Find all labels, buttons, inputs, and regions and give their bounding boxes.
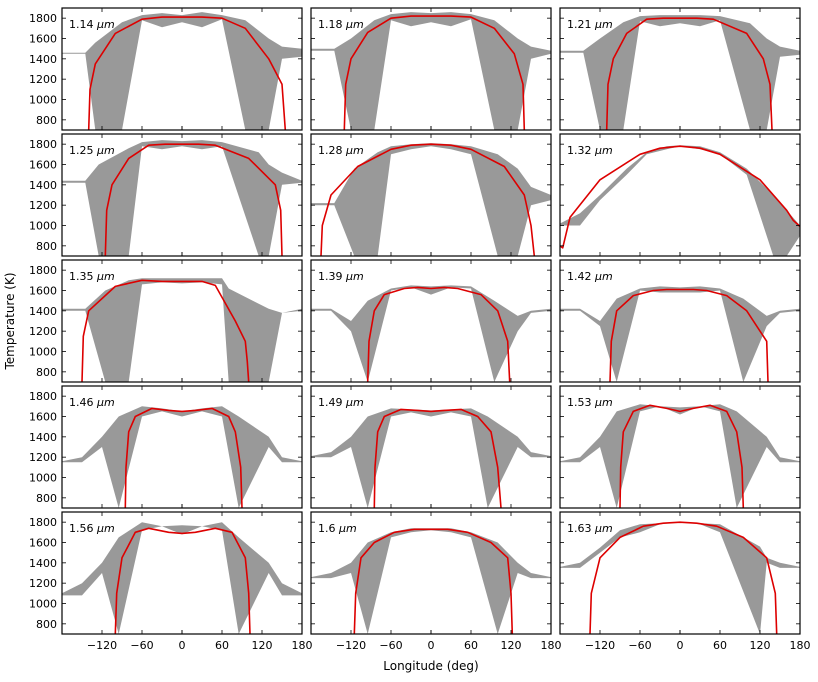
- xtick-label: 60: [215, 639, 229, 652]
- ytick-label: 1000: [29, 94, 57, 107]
- panel-label-12: 1.56 μm: [69, 522, 115, 535]
- ytick-label: 1600: [29, 159, 57, 172]
- model-line-14: [589, 521, 778, 634]
- band-area-0: [62, 12, 302, 130]
- ytick-label: 800: [36, 492, 57, 505]
- xtick-label: 180: [292, 639, 313, 652]
- ytick-label: 1200: [29, 577, 57, 590]
- panel-label-5: 1.32 μm: [567, 144, 613, 157]
- band-area-11: [560, 404, 800, 508]
- xtick-label: −60: [628, 639, 651, 652]
- ytick-label: 1000: [29, 598, 57, 611]
- ytick-label: 800: [36, 240, 57, 253]
- band-area-9: [62, 406, 302, 508]
- panel-label-6: 1.35 μm: [69, 270, 115, 283]
- band-area-10: [311, 408, 551, 508]
- model-line-1: [343, 15, 526, 130]
- ytick-label: 1400: [29, 53, 57, 66]
- x-axis-title: Longitude (deg): [383, 659, 478, 673]
- model-line-7: [366, 286, 511, 382]
- ytick-label: 800: [36, 366, 57, 379]
- band-area-5: [560, 145, 800, 256]
- ytick-label: 800: [36, 114, 57, 127]
- xtick-label: 0: [677, 639, 684, 652]
- band-area-4: [311, 143, 551, 256]
- model-line-0: [87, 16, 287, 130]
- ytick-label: 1600: [29, 285, 57, 298]
- panel-label-9: 1.46 μm: [69, 396, 115, 409]
- ytick-label: 1000: [29, 346, 57, 359]
- xtick-label: −120: [585, 639, 615, 652]
- ytick-label: 1800: [29, 138, 57, 151]
- model-line-9: [124, 407, 243, 508]
- model-line-5: [560, 145, 800, 249]
- band-area-1: [311, 12, 551, 130]
- band-area-14: [560, 522, 800, 634]
- ytick-label: 1400: [29, 557, 57, 570]
- ytick-label: 1000: [29, 220, 57, 233]
- panel-label-13: 1.6 μm: [318, 522, 357, 535]
- model-line-12: [114, 527, 251, 634]
- model-line-11: [619, 404, 745, 508]
- xtick-label: 0: [179, 639, 186, 652]
- ytick-label: 1800: [29, 12, 57, 25]
- panel-label-14: 1.63 μm: [567, 522, 613, 535]
- panel-label-1: 1.18 μm: [318, 18, 364, 31]
- xtick-label: 0: [428, 639, 435, 652]
- y-axis-title: Temperature (K): [3, 272, 17, 370]
- xtick-label: −60: [130, 639, 153, 652]
- xtick-label: 60: [713, 639, 727, 652]
- ytick-label: 1800: [29, 516, 57, 529]
- xtick-label: 120: [501, 639, 522, 652]
- ytick-label: 1000: [29, 472, 57, 485]
- band-area-7: [311, 285, 551, 382]
- model-line-8: [609, 288, 769, 382]
- ytick-label: 1800: [29, 264, 57, 277]
- ytick-label: 800: [36, 618, 57, 631]
- xtick-label: 180: [541, 639, 562, 652]
- panel-label-10: 1.49 μm: [318, 396, 364, 409]
- model-line-6: [81, 279, 250, 382]
- panel-label-8: 1.42 μm: [567, 270, 613, 283]
- model-line-2: [605, 17, 773, 130]
- xtick-label: −60: [379, 639, 402, 652]
- model-line-10: [373, 408, 502, 508]
- xtick-label: 60: [464, 639, 478, 652]
- band-area-13: [311, 528, 551, 634]
- ytick-label: 1200: [29, 199, 57, 212]
- ytick-label: 1800: [29, 390, 57, 403]
- ytick-label: 1200: [29, 451, 57, 464]
- ytick-label: 1200: [29, 325, 57, 338]
- ytick-label: 1400: [29, 431, 57, 444]
- ytick-label: 1200: [29, 73, 57, 86]
- band-area-8: [560, 286, 800, 382]
- band-area-12: [62, 522, 302, 634]
- xtick-label: −120: [336, 639, 366, 652]
- band-area-2: [560, 15, 800, 130]
- xtick-label: 180: [790, 639, 811, 652]
- ytick-label: 1600: [29, 411, 57, 424]
- ytick-label: 1400: [29, 305, 57, 318]
- panel-label-11: 1.53 μm: [567, 396, 613, 409]
- ytick-label: 1600: [29, 33, 57, 46]
- panel-label-4: 1.28 μm: [318, 144, 364, 157]
- model-line-13: [353, 528, 514, 634]
- model-line-3: [104, 143, 283, 256]
- panel-label-0: 1.14 μm: [69, 18, 115, 31]
- model-line-4: [320, 143, 536, 256]
- panel-label-2: 1.21 μm: [567, 18, 613, 31]
- panel-label-3: 1.25 μm: [69, 144, 115, 157]
- xtick-label: 120: [750, 639, 771, 652]
- band-area-3: [62, 140, 302, 256]
- band-area-6: [62, 278, 302, 382]
- ytick-label: 1600: [29, 537, 57, 550]
- xtick-label: −120: [87, 639, 117, 652]
- panel-label-7: 1.39 μm: [318, 270, 364, 283]
- ytick-label: 1400: [29, 179, 57, 192]
- xtick-label: 120: [252, 639, 273, 652]
